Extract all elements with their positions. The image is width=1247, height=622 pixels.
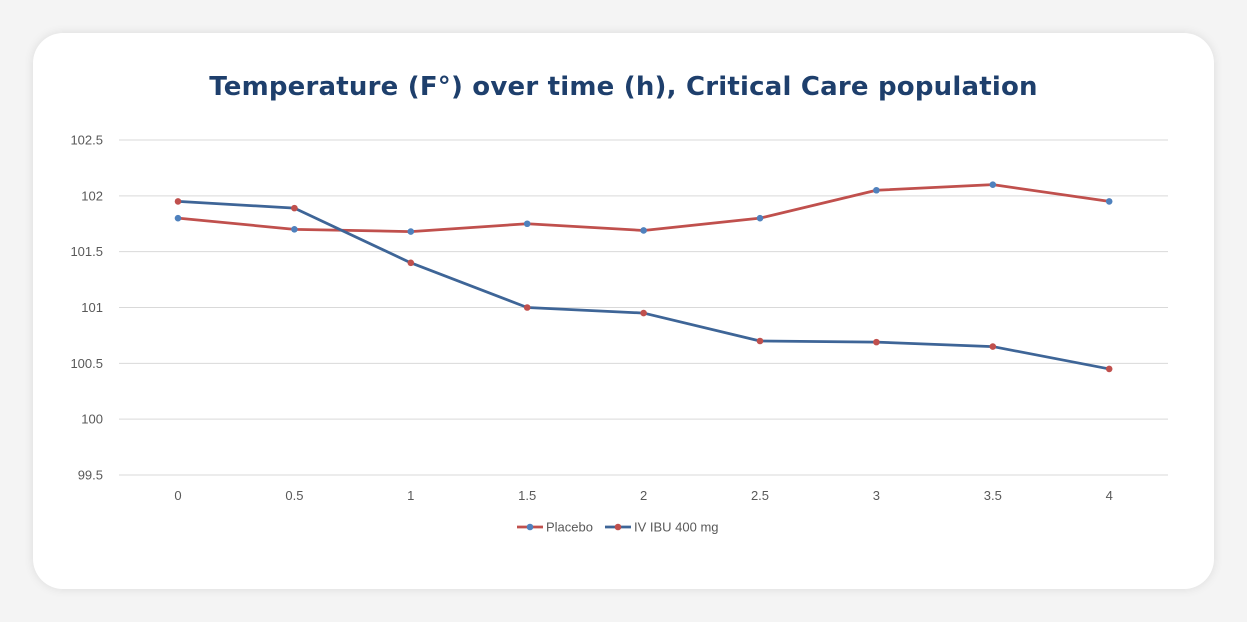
series-lines <box>174 181 1113 373</box>
gridlines <box>119 139 1168 476</box>
legend-item: Placebo <box>517 520 593 535</box>
data-point <box>756 337 764 345</box>
data-point <box>174 198 182 205</box>
data-point <box>407 228 415 235</box>
data-point <box>640 309 647 317</box>
x-tick-label: 0 <box>174 488 181 503</box>
legend-swatch-marker <box>614 523 622 531</box>
x-tick-label: 4 <box>1106 488 1113 503</box>
data-point <box>291 204 298 212</box>
x-tick-label: 1.5 <box>518 488 536 503</box>
y-tick-label: 102 <box>81 188 103 203</box>
series-2 <box>174 198 1113 373</box>
x-tick-label: 2.5 <box>751 488 769 503</box>
y-tick-label: 99.5 <box>78 468 103 483</box>
data-point <box>407 259 415 267</box>
x-axis-tick-labels: 0 0.5 1 1.5 2 2.5 3 3.5 4 <box>174 488 1112 503</box>
legend-label: Placebo <box>546 520 593 535</box>
chart-title: Temperature (F°) over time (h), Critical… <box>209 72 1038 102</box>
x-tick-label: 0.5 <box>285 488 303 503</box>
y-tick-label: 101 <box>81 300 103 315</box>
data-point <box>756 214 764 222</box>
series-1 <box>174 181 1113 235</box>
data-point <box>523 220 531 228</box>
x-tick-label: 2 <box>640 488 647 503</box>
data-point <box>1105 365 1113 373</box>
legend-item: IV IBU 400 mg <box>604 520 719 535</box>
legend: Placebo IV IBU 400 mg <box>517 520 719 535</box>
data-point <box>523 304 531 311</box>
data-point <box>989 343 997 350</box>
data-point <box>989 181 997 188</box>
data-point <box>174 214 182 222</box>
legend-swatch-marker <box>526 523 534 531</box>
data-point <box>291 226 298 233</box>
chart-card: Temperature (F°) over time (h), Critical… <box>33 33 1214 589</box>
data-point <box>873 186 880 194</box>
line-chart: 99.5 100 100.5 101 101.5 102 102.5 0 0.5 1 1.5 2 2.… <box>70 133 1168 535</box>
y-tick-label: 101.5 <box>70 244 103 259</box>
x-tick-label: 1 <box>407 488 414 503</box>
series-line <box>176 200 1111 371</box>
series-line <box>176 183 1111 233</box>
x-tick-label: 3 <box>873 488 880 503</box>
legend-label: IV IBU 400 mg <box>634 520 719 535</box>
data-point <box>1105 198 1113 205</box>
y-axis-tick-labels: 99.5 100 100.5 101 101.5 102 102.5 <box>70 133 103 483</box>
x-tick-label: 3.5 <box>984 488 1002 503</box>
data-point <box>640 227 647 234</box>
y-tick-label: 100.5 <box>70 356 103 371</box>
y-tick-label: 100 <box>81 412 103 427</box>
data-point <box>873 338 880 346</box>
y-tick-label: 102.5 <box>70 133 103 148</box>
